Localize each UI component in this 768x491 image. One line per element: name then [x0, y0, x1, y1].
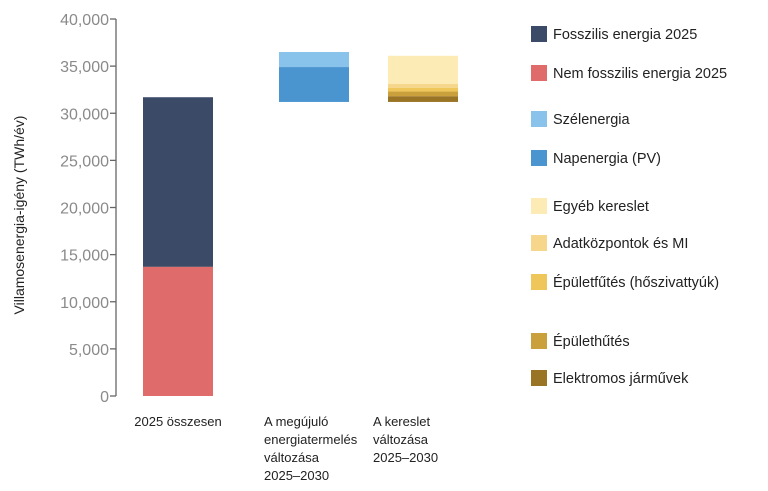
bar-segment: [388, 55, 458, 85]
y-tick-label: 30,000: [60, 106, 109, 123]
y-tick-label: 35,000: [60, 59, 109, 76]
legend-swatch: [531, 65, 547, 81]
category-label: 2025 összesen: [134, 414, 221, 429]
y-tick-label: 15,000: [60, 248, 109, 265]
legend-label: Egyéb kereslet: [553, 199, 649, 215]
bar-segment: [279, 67, 349, 102]
legend-label: Épülethűtés: [553, 333, 630, 350]
y-tick-label: 5,000: [69, 342, 109, 359]
legend-item: Fosszilis energia 2025: [531, 26, 697, 43]
legend-item: Egyéb kereslet: [531, 198, 649, 215]
legend-swatch: [531, 235, 547, 251]
legend-label: Adatközpontok és MI: [553, 236, 688, 252]
legend-item: Elektromos járművek: [531, 370, 689, 387]
legend-item: Épülethűtés: [531, 333, 630, 350]
legend-label: Napenergia (PV): [553, 151, 661, 167]
bar-segment: [388, 96, 458, 102]
bar-segment: [279, 51, 349, 68]
bar-segment: [143, 97, 213, 267]
y-tick-label: 10,000: [60, 295, 109, 312]
y-tick-label: 25,000: [60, 153, 109, 170]
legend-label: Szélenergia: [553, 112, 631, 128]
bar-segment: [388, 91, 458, 97]
legend-label: Nem fosszilis energia 2025: [553, 66, 727, 82]
y-axis-label: Villamosenergia-igény (TWh/év): [11, 116, 27, 315]
legend-swatch: [531, 26, 547, 42]
bar-segment: [388, 87, 458, 92]
legend-item: Adatközpontok és MI: [531, 235, 688, 252]
legend-label: Épületfűtés (hőszivattyúk): [553, 274, 719, 291]
legend-swatch: [531, 370, 547, 386]
legend-label: Fosszilis energia 2025: [553, 27, 697, 43]
y-tick-label: 40,000: [60, 12, 109, 29]
legend-swatch: [531, 274, 547, 290]
legend-item: Épületfűtés (hőszivattyúk): [531, 274, 719, 291]
legend-label: Elektromos járművek: [553, 371, 689, 387]
legend-item: Napenergia (PV): [531, 150, 661, 167]
y-tick-label: 0: [100, 389, 109, 406]
legend-item: Nem fosszilis energia 2025: [531, 65, 727, 82]
category-label: A kereslet változása 2025–2030: [373, 414, 438, 465]
y-tick-label: 20,000: [60, 201, 109, 218]
bar-segment: [388, 84, 458, 88]
legend-swatch: [531, 111, 547, 127]
bar-segment: [143, 266, 213, 396]
category-label: A megújuló energiatermelés változása 2025–2…: [264, 414, 358, 483]
legend-swatch: [531, 150, 547, 166]
legend-swatch: [531, 333, 547, 349]
legend-swatch: [531, 198, 547, 214]
legend-item: Szélenergia: [531, 111, 631, 128]
